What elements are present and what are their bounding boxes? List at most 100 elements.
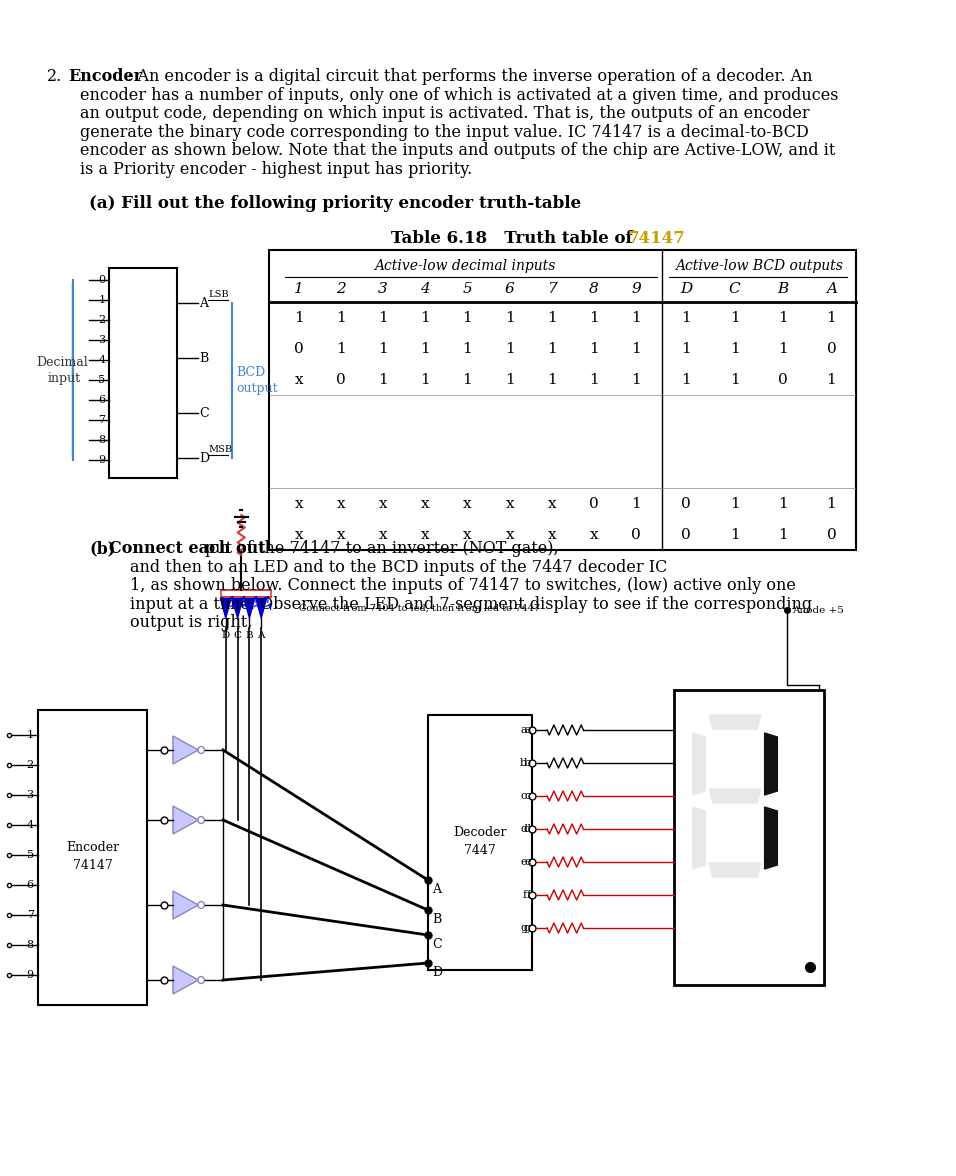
Text: 5: 5 (463, 282, 472, 296)
Polygon shape (256, 599, 267, 619)
Text: C: C (233, 632, 242, 640)
Text: Table 6.18   Truth table of: Table 6.18 Truth table of (391, 230, 639, 247)
Text: output: output (237, 382, 278, 395)
Text: 3: 3 (98, 335, 105, 345)
Text: 1: 1 (379, 310, 388, 325)
Text: A: A (200, 296, 208, 309)
Text: 7447: 7447 (465, 844, 496, 857)
Text: 6: 6 (27, 880, 33, 890)
Text: B: B (432, 913, 442, 926)
Bar (674, 690, 824, 985)
Text: 7: 7 (98, 415, 105, 425)
Text: 1: 1 (631, 373, 641, 387)
Text: 1: 1 (682, 341, 691, 355)
Text: 9: 9 (631, 282, 641, 296)
Text: x: x (294, 528, 303, 541)
Text: 1: 1 (293, 282, 304, 296)
Text: an output code, depending on which input is activated. That is, the outputs of a: an output code, depending on which input… (80, 105, 810, 122)
Text: x: x (421, 528, 429, 541)
Polygon shape (173, 965, 199, 994)
Text: is a Priority encoder - highest input has priority.: is a Priority encoder - highest input ha… (80, 160, 472, 178)
Text: x: x (548, 496, 556, 510)
Text: 1: 1 (778, 341, 788, 355)
Bar (269, 250, 856, 550)
Text: generate the binary code corresponding to the input value. IC 74147 is a decimal: generate the binary code corresponding t… (80, 123, 809, 140)
Text: 4: 4 (421, 282, 430, 296)
Text: B: B (246, 632, 253, 640)
Text: 1: 1 (463, 373, 472, 387)
Text: 1: 1 (505, 373, 514, 387)
Polygon shape (765, 733, 777, 795)
Text: 74147: 74147 (73, 858, 113, 871)
Text: 1: 1 (589, 373, 598, 387)
Text: 9: 9 (27, 970, 33, 980)
Text: 1: 1 (827, 373, 836, 387)
Text: 1: 1 (547, 341, 556, 355)
Text: a: a (524, 724, 531, 735)
Text: 1: 1 (729, 373, 739, 387)
Text: Anode +5: Anode +5 (792, 606, 844, 615)
Text: 1: 1 (729, 310, 739, 325)
Text: 1: 1 (547, 310, 556, 325)
Text: 0: 0 (682, 528, 691, 541)
Text: 3: 3 (379, 282, 388, 296)
Text: 2: 2 (337, 282, 346, 296)
Text: Encoder: Encoder (66, 841, 120, 854)
Text: 0: 0 (827, 528, 836, 541)
Text: d: d (520, 824, 527, 834)
Text: A: A (257, 632, 265, 640)
Text: 7: 7 (27, 910, 33, 920)
Text: 1: 1 (421, 310, 430, 325)
Circle shape (198, 816, 205, 823)
Text: 6: 6 (98, 395, 105, 405)
Polygon shape (765, 807, 777, 869)
Polygon shape (709, 863, 761, 877)
Text: x: x (463, 496, 472, 510)
Text: 1: 1 (505, 341, 514, 355)
Text: 0: 0 (631, 528, 641, 541)
Text: x: x (294, 373, 303, 387)
Text: c: c (521, 791, 527, 801)
Text: b: b (524, 759, 531, 768)
Text: Decoder: Decoder (453, 826, 507, 838)
Text: 1: 1 (827, 496, 836, 510)
Text: put of the 74147 to an inverter (NOT gate),: put of the 74147 to an inverter (NOT gat… (205, 540, 558, 557)
Text: x: x (294, 496, 303, 510)
Text: 8: 8 (27, 940, 33, 950)
Circle shape (198, 902, 205, 909)
Text: c: c (525, 791, 531, 801)
Text: 6: 6 (505, 282, 514, 296)
Text: x: x (590, 528, 598, 541)
Text: 74147: 74147 (628, 230, 685, 247)
Polygon shape (232, 599, 243, 619)
Text: 1: 1 (337, 341, 346, 355)
Text: x: x (379, 528, 387, 541)
Text: 1: 1 (98, 295, 105, 305)
Text: 1: 1 (729, 528, 739, 541)
Text: LSB: LSB (208, 289, 229, 299)
Text: input at a time. Observe the LED and 7-segment display to see if the correspondi: input at a time. Observe the LED and 7-s… (130, 595, 813, 613)
Text: 1: 1 (505, 310, 514, 325)
Text: 8: 8 (98, 435, 105, 445)
Text: D: D (222, 632, 229, 640)
Text: 9: 9 (98, 455, 105, 465)
Text: 1: 1 (631, 341, 641, 355)
Text: a: a (520, 724, 527, 735)
Text: x: x (506, 496, 514, 510)
Text: (a) Fill out the following priority encoder truth-table: (a) Fill out the following priority enco… (89, 195, 581, 212)
Text: 4: 4 (98, 355, 105, 365)
Polygon shape (693, 807, 706, 869)
Text: Decimal: Decimal (36, 355, 88, 368)
Text: 0: 0 (682, 496, 691, 510)
Text: 1: 1 (421, 341, 430, 355)
Text: encoder has a number of inputs, only one of which is activated at a given time, : encoder has a number of inputs, only one… (80, 87, 838, 103)
Text: f: f (523, 890, 527, 900)
Text: 2: 2 (98, 315, 105, 325)
Polygon shape (173, 891, 199, 918)
Text: 1: 1 (778, 310, 788, 325)
Text: B: B (777, 282, 789, 296)
Text: x: x (548, 528, 556, 541)
Text: C: C (432, 938, 442, 951)
Polygon shape (709, 715, 761, 729)
Text: x: x (337, 528, 345, 541)
